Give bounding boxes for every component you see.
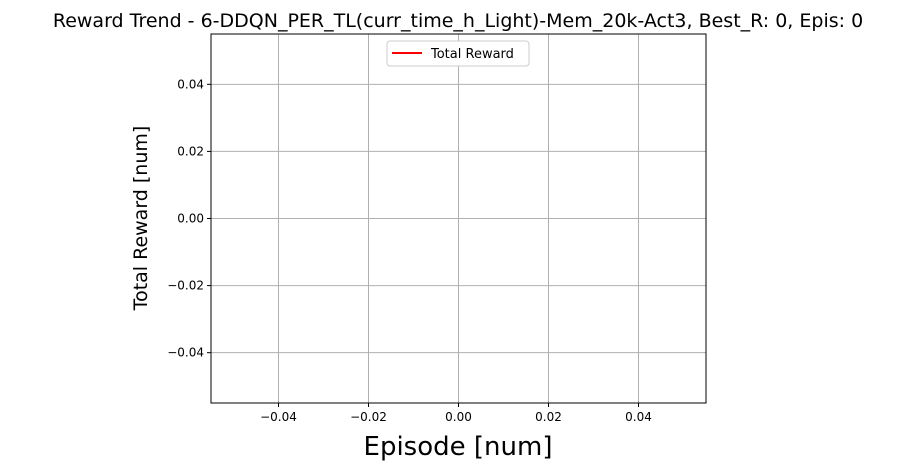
legend-label-total-reward: Total Reward	[430, 47, 514, 62]
x-axis-label: Episode [num]	[364, 432, 553, 462]
y-tick-label: 0.04	[177, 77, 204, 91]
y-tick-label: 0.00	[177, 212, 204, 226]
x-tick-label: 0.04	[625, 410, 652, 424]
y-tick-label: −0.04	[167, 346, 204, 360]
grid-lines	[211, 34, 706, 403]
x-tick-label: −0.04	[260, 410, 297, 424]
axis-ticks: −0.04 −0.02 0.00 0.02 0.04 −0.04 −0.02 0.00 0.02…	[167, 77, 652, 424]
y-axis-label: Total Reward [num]	[130, 126, 152, 312]
legend: Total Reward	[386, 40, 530, 67]
y-tick-label: 0.02	[177, 144, 204, 158]
chart-title: Reward Trend - 6-DDQN_PER_TL(curr_time_h…	[53, 10, 863, 32]
x-tick-label: 0.02	[535, 410, 562, 424]
x-tick-label: −0.02	[350, 410, 387, 424]
legend-box	[386, 40, 530, 67]
x-tick-label: 0.00	[445, 410, 472, 424]
y-tick-label: −0.02	[167, 279, 204, 293]
